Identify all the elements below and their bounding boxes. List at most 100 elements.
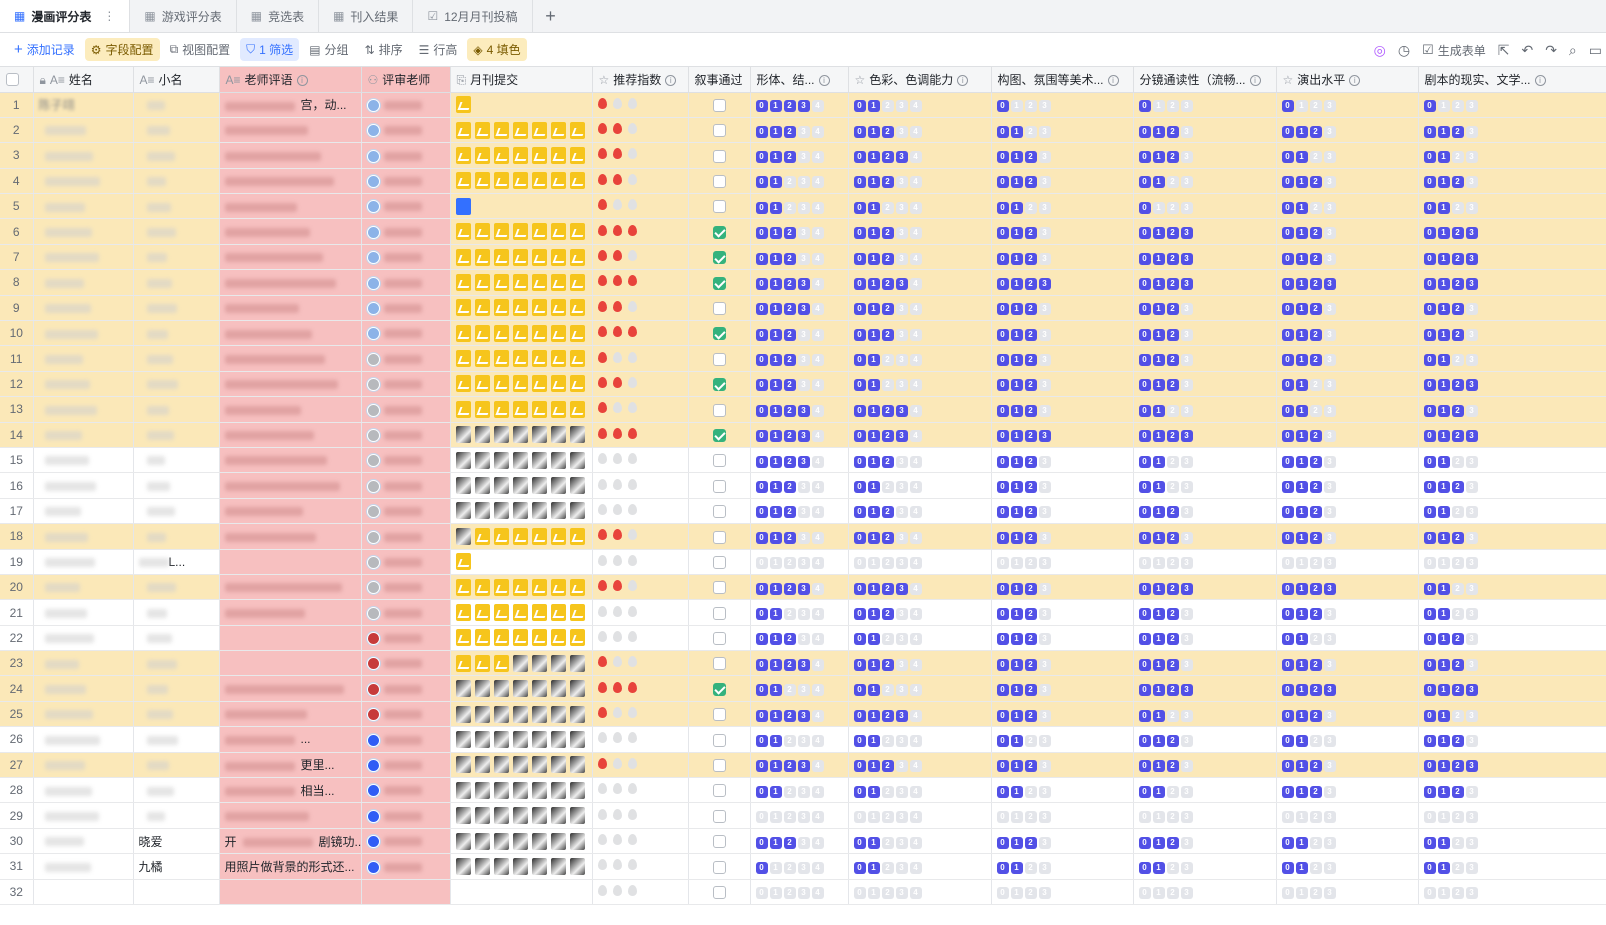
nickname-cell[interactable] (133, 396, 220, 423)
score-option[interactable]: 1 (1152, 227, 1165, 240)
comment-cell[interactable] (219, 142, 362, 169)
score-option[interactable]: 0 (1281, 658, 1294, 671)
recommend-rating-cell[interactable] (592, 879, 689, 906)
score-option[interactable]: 3 (1180, 430, 1193, 443)
score-option[interactable]: 0 (1281, 303, 1294, 316)
score-option[interactable]: 3 (1465, 734, 1478, 747)
score-option[interactable]: 3 (1323, 633, 1336, 646)
score-option[interactable]: 0 (755, 709, 768, 722)
score-option[interactable]: 2 (1024, 836, 1037, 849)
score-option[interactable]: 1 (1010, 811, 1023, 824)
nickname-cell[interactable] (133, 879, 220, 906)
score-option[interactable]: 2 (1166, 608, 1179, 620)
score-option[interactable]: 2 (1451, 404, 1464, 417)
col-header-recommend[interactable]: ☆ 推荐指数 i (592, 67, 689, 93)
score-option[interactable]: 1 (867, 785, 880, 798)
score-option[interactable]: 2 (881, 176, 894, 189)
score-option[interactable]: 2 (1166, 430, 1179, 443)
score-option[interactable]: 3 (1038, 861, 1051, 874)
image-thumbnail[interactable] (569, 527, 585, 545)
image-thumbnail[interactable] (512, 375, 528, 393)
image-thumbnail[interactable] (455, 629, 471, 647)
image-thumbnail[interactable] (474, 426, 490, 444)
score-option[interactable]: 2 (1309, 150, 1322, 163)
image-thumbnail[interactable] (455, 604, 471, 621)
score-option[interactable]: 1 (1295, 709, 1308, 722)
image-thumbnail[interactable] (569, 857, 585, 875)
narrative-pass-cell[interactable] (688, 599, 751, 626)
score-option[interactable]: 2 (783, 658, 796, 671)
image-thumbnail[interactable] (455, 578, 471, 596)
score-option[interactable]: 1 (867, 582, 880, 595)
score-option[interactable]: 2 (783, 404, 796, 417)
image-thumbnail[interactable] (493, 654, 509, 672)
score-option[interactable]: 3 (895, 227, 908, 240)
score-option[interactable]: 1 (1437, 531, 1450, 544)
score-option[interactable]: 1 (1295, 150, 1308, 163)
score-option[interactable]: 3 (1465, 684, 1478, 697)
score-option[interactable]: 2 (1024, 658, 1037, 671)
table-row[interactable]: 21 0 1 2 3 4 0 1 2 3 4 0 1 2 3 0 1 2 3 0 1 2 3 0 1 2 3 (0, 599, 1606, 626)
image-thumbnail[interactable] (455, 730, 471, 748)
narrative-pass-cell[interactable] (688, 371, 751, 398)
col-header-script[interactable]: 剧本的现实、文学... i (1418, 67, 1606, 93)
row-number-cell[interactable]: 8 (0, 269, 34, 296)
narrative-pass-checkbox[interactable] (712, 505, 726, 519)
image-thumbnail[interactable] (512, 502, 528, 520)
image-thumbnail[interactable] (493, 832, 509, 850)
score-option[interactable]: 3 (1465, 252, 1478, 265)
table-row[interactable]: 13 0 1 2 3 4 0 1 2 3 4 0 1 2 3 0 1 2 3 0 1 2 3 0 1 2 3 (0, 396, 1606, 423)
score-option[interactable]: 4 (811, 633, 824, 646)
image-thumbnail[interactable] (512, 730, 528, 748)
score-option[interactable]: 3 (1038, 734, 1051, 747)
score-option[interactable]: 1 (1010, 379, 1023, 392)
score-option[interactable]: 0 (996, 277, 1009, 290)
image-thumbnail[interactable] (512, 223, 528, 241)
score-option[interactable]: 3 (1180, 734, 1193, 747)
image-thumbnail[interactable] (474, 299, 490, 317)
image-thumbnail[interactable] (455, 781, 471, 799)
submission-cell[interactable] (450, 218, 593, 245)
score-option[interactable]: 4 (909, 582, 922, 595)
image-thumbnail[interactable] (550, 324, 566, 342)
score-option[interactable]: 2 (1451, 760, 1464, 773)
score-option[interactable]: 1 (1437, 608, 1450, 620)
score-option[interactable]: 0 (1138, 531, 1151, 544)
score-option[interactable]: 2 (1024, 100, 1037, 113)
narrative-pass-checkbox[interactable] (712, 759, 726, 773)
score-option[interactable]: 3 (1038, 125, 1051, 138)
reviewer-cell[interactable] (361, 447, 451, 474)
score-option[interactable]: 2 (1166, 506, 1179, 519)
score-option[interactable]: 2 (1166, 176, 1179, 189)
comment-cell[interactable] (219, 320, 362, 347)
score-option[interactable]: 1 (1152, 100, 1165, 113)
image-thumbnail[interactable] (493, 502, 509, 520)
comment-cell[interactable] (219, 117, 362, 144)
score-option[interactable]: 3 (1465, 430, 1478, 443)
score-option[interactable]: 0 (996, 125, 1009, 138)
image-thumbnail[interactable] (550, 502, 566, 520)
score-option[interactable]: 2 (881, 455, 894, 468)
score-option[interactable]: 2 (1024, 760, 1037, 773)
score-option[interactable]: 4 (909, 684, 922, 697)
score-option[interactable]: 0 (755, 455, 768, 468)
score-option[interactable]: 2 (881, 709, 894, 722)
score-option[interactable]: 2 (1166, 201, 1179, 214)
score-option[interactable]: 3 (1180, 506, 1193, 519)
